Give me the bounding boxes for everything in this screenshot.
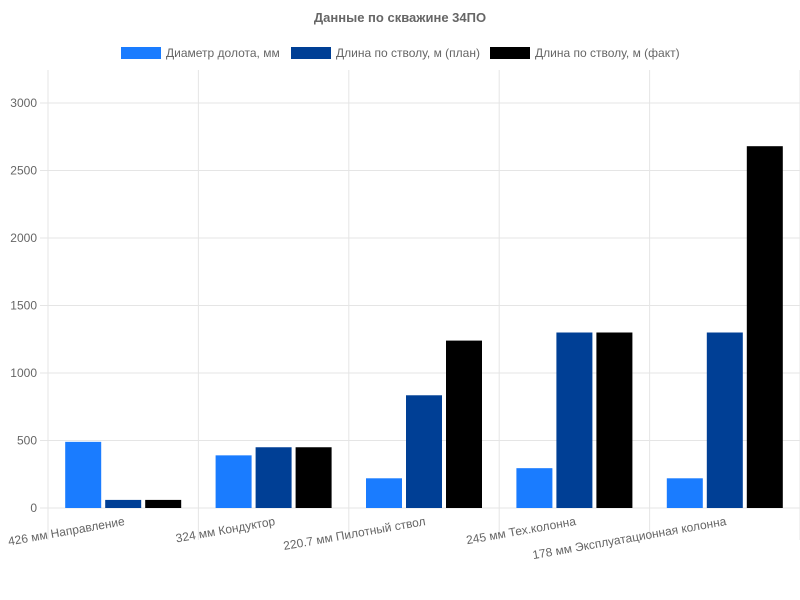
legend-swatch: [291, 47, 331, 59]
y-tick-label: 500: [17, 434, 37, 448]
bar[interactable]: [145, 499, 182, 508]
y-tick-label: 3000: [10, 96, 37, 110]
y-axis: 0 500 1000 1500 2000 2500 3000: [10, 96, 37, 515]
legend-label: Диаметр долота, мм: [166, 46, 280, 60]
bars: [65, 146, 783, 508]
grid: [40, 70, 800, 540]
bar[interactable]: [406, 395, 442, 508]
y-tick-label: 0: [30, 501, 37, 515]
x-tick-label: 220.7 мм Пилотный ствол: [282, 514, 426, 553]
legend-swatch: [490, 47, 530, 59]
bar[interactable]: [255, 447, 292, 508]
bar[interactable]: [746, 146, 783, 508]
bar[interactable]: [295, 447, 332, 508]
y-tick-label: 1500: [10, 299, 37, 313]
legend-item[interactable]: Длина по стволу, м (план): [291, 46, 480, 60]
bar[interactable]: [556, 332, 593, 509]
legend-item[interactable]: Диаметр долота, мм: [121, 46, 280, 60]
legend-label: Длина по стволу, м (план): [336, 46, 480, 60]
bar[interactable]: [516, 468, 553, 508]
bar[interactable]: [65, 441, 102, 508]
x-axis: 426 мм Направление 324 мм Кондуктор 220.7 …: [7, 514, 728, 562]
y-tick-label: 1000: [10, 366, 37, 380]
bar[interactable]: [366, 478, 402, 508]
bar[interactable]: [215, 455, 252, 508]
legend-label: Длина по стволу, м (факт): [535, 46, 680, 60]
y-tick-label: 2000: [10, 231, 37, 245]
x-tick-label: 324 мм Кондуктор: [175, 514, 277, 545]
legend: Диаметр долота, мм Длина по стволу, м (пл…: [121, 46, 680, 60]
x-tick-label: 426 мм Направление: [7, 514, 126, 548]
bar[interactable]: [446, 340, 482, 508]
chart-title: Данные по скважине 34ПО: [314, 10, 486, 25]
bar[interactable]: [706, 332, 743, 509]
bar[interactable]: [596, 332, 633, 509]
legend-swatch: [121, 47, 161, 59]
bar[interactable]: [105, 499, 142, 508]
bar[interactable]: [666, 478, 703, 508]
legend-item[interactable]: Длина по стволу, м (факт): [490, 46, 680, 60]
y-tick-label: 2500: [10, 164, 37, 178]
